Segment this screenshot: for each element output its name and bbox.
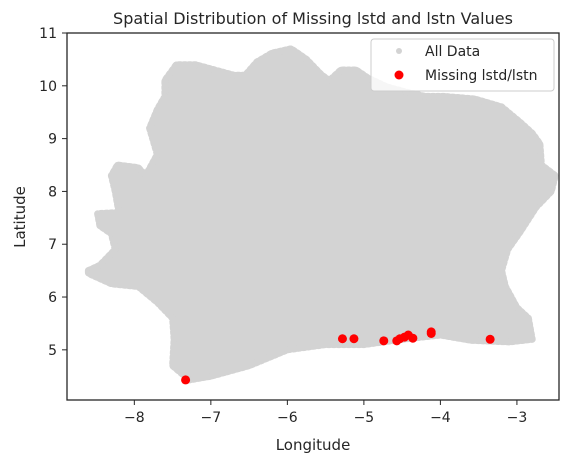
x-tick-label: −6 bbox=[277, 410, 298, 426]
all-data-point bbox=[142, 172, 150, 179]
x-tick-label: −3 bbox=[507, 410, 528, 426]
all-data-point bbox=[134, 164, 142, 171]
all-data-point bbox=[437, 331, 444, 339]
all-data-point bbox=[169, 314, 176, 322]
all-data-point bbox=[513, 304, 521, 311]
all-data-point bbox=[112, 246, 119, 253]
all-data-point bbox=[525, 314, 532, 322]
x-tick-label: −8 bbox=[124, 410, 145, 426]
all-data-point bbox=[538, 161, 545, 169]
all-data-point bbox=[364, 74, 371, 82]
all-data-point bbox=[108, 172, 115, 179]
all-data-point bbox=[322, 341, 329, 348]
legend-marker-all-data bbox=[396, 48, 402, 54]
all-data-point bbox=[146, 124, 153, 132]
all-data-point bbox=[112, 188, 119, 195]
all-data-point bbox=[154, 106, 161, 113]
all-data-point bbox=[169, 362, 176, 369]
all-data-point bbox=[253, 58, 260, 66]
all-data-point bbox=[353, 66, 360, 74]
all-data-point bbox=[498, 267, 505, 274]
y-tick-label: 10 bbox=[39, 79, 57, 95]
all-data-point bbox=[94, 210, 101, 217]
all-data-point bbox=[268, 49, 276, 57]
all-data-point bbox=[471, 95, 479, 103]
x-axis-ticks: −8 −7 −6 −5 −4 −3 bbox=[124, 400, 527, 426]
x-tick-label: −5 bbox=[354, 410, 375, 426]
all-data-point bbox=[504, 246, 511, 253]
y-tick-label: 6 bbox=[48, 290, 57, 306]
all-data-point bbox=[498, 103, 505, 111]
all-data-point-cloud bbox=[84, 45, 559, 384]
all-data-point bbox=[284, 346, 291, 354]
all-data-point bbox=[85, 270, 92, 277]
all-data-point bbox=[326, 77, 333, 84]
all-data-point bbox=[114, 161, 121, 169]
missing-points bbox=[181, 327, 495, 385]
legend-marker-missing bbox=[394, 70, 404, 80]
all-data-point bbox=[441, 93, 448, 100]
all-data-point bbox=[96, 222, 104, 229]
all-data-point bbox=[170, 336, 178, 343]
missing-point bbox=[426, 327, 436, 337]
all-data-point bbox=[287, 45, 295, 53]
all-data-point bbox=[161, 93, 169, 100]
y-axis-ticks: 5 6 7 8 9 10 11 bbox=[39, 26, 67, 359]
plot-frame bbox=[66, 32, 560, 401]
all-data-point bbox=[337, 66, 345, 74]
all-data-point bbox=[318, 72, 325, 79]
all-data-point bbox=[303, 56, 310, 63]
all-data-point bbox=[360, 341, 368, 348]
y-tick-label: 9 bbox=[48, 132, 57, 148]
all-data-point bbox=[245, 362, 253, 369]
all-data-point bbox=[529, 130, 536, 137]
y-tick-label: 8 bbox=[48, 184, 57, 200]
all-data-point bbox=[154, 299, 161, 306]
missing-point bbox=[379, 336, 389, 346]
missing-point bbox=[181, 375, 191, 385]
all-data-point bbox=[207, 373, 215, 380]
all-data-point bbox=[211, 66, 218, 74]
all-data-point bbox=[548, 188, 555, 195]
all-data-point bbox=[517, 227, 524, 235]
all-data-point bbox=[536, 140, 544, 148]
legend-label-missing: Missing lstd/lstn bbox=[425, 68, 537, 84]
all-data-point bbox=[421, 93, 429, 100]
chart-title: Spatial Distribution of Missing lstd and… bbox=[113, 9, 513, 28]
all-data-point bbox=[173, 61, 180, 68]
y-tick-label: 5 bbox=[48, 343, 57, 359]
x-tick-label: −7 bbox=[201, 410, 222, 426]
all-data-point bbox=[108, 280, 115, 288]
legend-box bbox=[370, 38, 555, 92]
all-data-point bbox=[467, 337, 475, 344]
missing-point bbox=[485, 334, 495, 344]
all-data-point bbox=[532, 204, 540, 211]
all-data-region bbox=[84, 45, 559, 384]
all-data-point bbox=[134, 283, 142, 290]
all-data-point bbox=[242, 72, 249, 79]
all-data-point bbox=[517, 119, 524, 126]
legend: All Data Missing lstd/lstn bbox=[370, 38, 555, 92]
all-data-point bbox=[108, 230, 115, 237]
all-data-point bbox=[154, 151, 161, 158]
y-tick-label: 11 bbox=[39, 26, 57, 42]
all-data-point bbox=[96, 262, 104, 269]
all-data-point bbox=[506, 338, 513, 346]
all-data-point bbox=[192, 61, 199, 68]
all-data-point bbox=[502, 283, 509, 290]
y-tick-label: 7 bbox=[48, 237, 57, 253]
missing-point bbox=[337, 334, 347, 344]
legend-label-all-data: All Data bbox=[425, 44, 480, 60]
missing-point bbox=[349, 334, 359, 344]
all-data-point bbox=[161, 77, 169, 84]
x-tick-label: −4 bbox=[430, 410, 451, 426]
y-axis-label: Latitude bbox=[11, 186, 29, 248]
all-data-point bbox=[529, 336, 536, 343]
x-axis-label: Longitude bbox=[276, 436, 351, 454]
all-data-point bbox=[551, 172, 559, 179]
all-data-point bbox=[115, 209, 123, 216]
all-data-point bbox=[230, 72, 238, 79]
missing-point bbox=[408, 333, 418, 343]
